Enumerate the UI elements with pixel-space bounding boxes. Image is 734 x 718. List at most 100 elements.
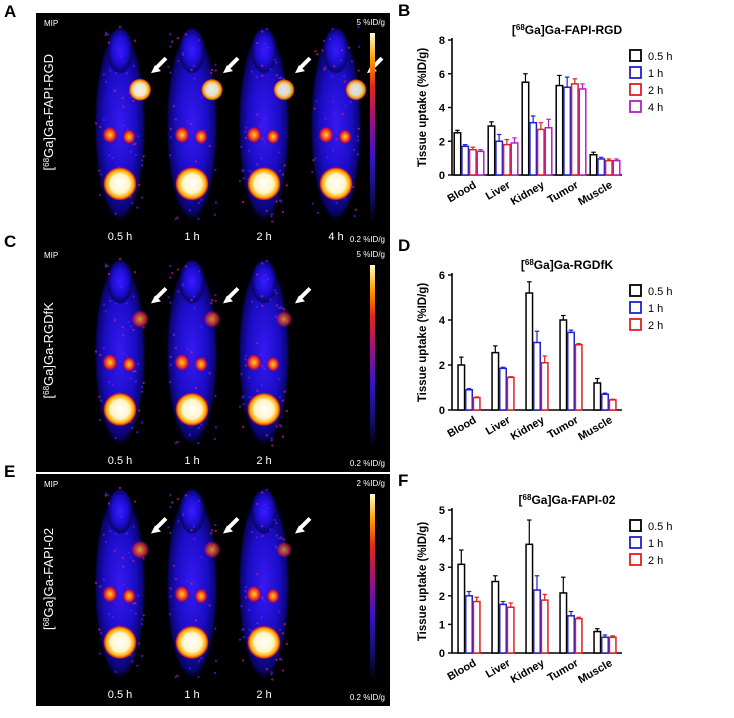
- noise-speck: [108, 380, 111, 384]
- noise-speck: [275, 61, 278, 64]
- noise-speck: [108, 613, 111, 616]
- noise-speck: [134, 153, 138, 157]
- tumor-arrow: [298, 517, 312, 530]
- noise-speck: [269, 298, 272, 301]
- legend-label: 0.5 h: [648, 521, 672, 533]
- noise-speck: [315, 100, 318, 103]
- noise-speck: [190, 68, 193, 72]
- noise-speck: [269, 528, 272, 531]
- noise-speck: [172, 333, 176, 337]
- y-tick-label: 6: [439, 270, 445, 282]
- timepoint-label: 2 h: [256, 455, 271, 467]
- noise-speck: [129, 150, 132, 153]
- noise-speck: [264, 274, 267, 277]
- noise-speck: [98, 395, 101, 399]
- noise-speck: [134, 612, 138, 616]
- noise-speck: [264, 42, 267, 46]
- noise-speck: [277, 76, 280, 80]
- noise-speck: [106, 494, 110, 497]
- noise-speck: [114, 302, 117, 305]
- tumor-arrowhead: [151, 65, 161, 74]
- noise-speck: [255, 536, 259, 539]
- noise-speck: [169, 613, 172, 616]
- category-label: Muscle: [576, 657, 614, 686]
- noise-speck: [256, 389, 259, 392]
- noise-speck: [214, 168, 217, 172]
- timepoint-label: 2 h: [256, 689, 271, 701]
- legend-label: 0.5 h: [648, 286, 672, 298]
- noise-speck: [241, 170, 244, 173]
- noise-speck: [353, 214, 356, 218]
- noise-speck: [140, 164, 144, 167]
- kidney-right-uptake: [338, 128, 352, 145]
- tumor-arrowhead: [295, 295, 305, 304]
- bladder-uptake: [175, 392, 209, 427]
- tracer-vertical-label: [68Ga]Ga-FAPI-RGD: [41, 54, 56, 171]
- noise-speck: [111, 383, 114, 386]
- noise-speck: [194, 386, 198, 390]
- noise-speck: [142, 381, 145, 385]
- noise-speck: [261, 137, 264, 141]
- legend-swatch: [629, 553, 642, 566]
- noise-speck: [265, 488, 269, 492]
- noise-speck: [248, 608, 251, 612]
- bar: [570, 83, 579, 176]
- tumor-uptake: [200, 78, 224, 101]
- noise-speck: [278, 628, 282, 631]
- noise-speck: [190, 122, 193, 126]
- mouse-head: [251, 27, 277, 75]
- noise-speck: [210, 532, 213, 535]
- tumor-arrowhead: [151, 295, 161, 304]
- y-tick-label: 4: [439, 315, 446, 327]
- noise-speck: [197, 660, 201, 663]
- noise-speck: [140, 623, 144, 626]
- scale-min-label: 0.2 %ID/g: [350, 693, 385, 702]
- noise-speck: [260, 262, 264, 265]
- kidney-left-uptake: [174, 353, 190, 372]
- mouse-head: [251, 259, 277, 305]
- noise-speck: [332, 65, 336, 68]
- mouse-image: [94, 486, 168, 681]
- kidney-left-uptake: [102, 125, 118, 144]
- noise-speck: [283, 623, 286, 626]
- bar: [567, 615, 575, 654]
- chart-d-svg: D [68Ga]Ga-RGDfK 0 2 4 6 Tissue uptake (%ID/g)…: [398, 236, 672, 443]
- noise-speck: [174, 217, 177, 221]
- noise-speck: [174, 118, 178, 121]
- noise-speck: [136, 431, 139, 434]
- kidney-right-uptake: [122, 356, 136, 373]
- panel-letter: F: [398, 471, 408, 490]
- bar: [499, 603, 507, 654]
- y-tick-label: 2: [439, 591, 445, 603]
- noise-speck: [260, 30, 264, 33]
- noise-speck: [324, 117, 327, 120]
- noise-speck: [193, 77, 196, 80]
- noise-speck: [176, 497, 180, 501]
- noise-speck: [273, 289, 277, 292]
- noise-speck: [281, 669, 285, 672]
- noise-speck: [331, 27, 334, 31]
- noise-speck: [184, 33, 188, 36]
- noise-speck: [167, 526, 170, 529]
- y-axis-label: Tissue uptake (%ID/g): [417, 522, 429, 641]
- legend-label: 0.5 h: [648, 51, 672, 63]
- noise-speck: [279, 76, 283, 80]
- noise-speck: [326, 156, 329, 159]
- scale-max-label: 5 %ID/g: [357, 250, 385, 259]
- category-label: Tumor: [546, 179, 582, 206]
- noise-speck: [275, 425, 278, 428]
- noise-speck: [186, 348, 189, 351]
- y-axis-label: Tissue uptake (%ID/g): [417, 283, 429, 402]
- noise-speck: [242, 403, 245, 406]
- chart-b-svg: B [68Ga]Ga-FAPI-RGD 0 2 4 6 8 Tissue uptake (%I…: [398, 1, 672, 208]
- noise-speck: [241, 628, 244, 632]
- noise-speck: [242, 177, 245, 180]
- noise-speck: [127, 320, 131, 324]
- bar: [574, 344, 583, 411]
- mouse-head: [179, 259, 205, 305]
- noise-speck: [266, 277, 270, 280]
- pet-panel-fapi-02: MIP [68Ga]Ga-FAPI-02 0.5 h 1 h 2 h 2 %ID/g 0.2…: [36, 474, 390, 706]
- noise-speck: [129, 609, 132, 612]
- noise-speck: [194, 619, 198, 622]
- noise-speck: [332, 100, 335, 103]
